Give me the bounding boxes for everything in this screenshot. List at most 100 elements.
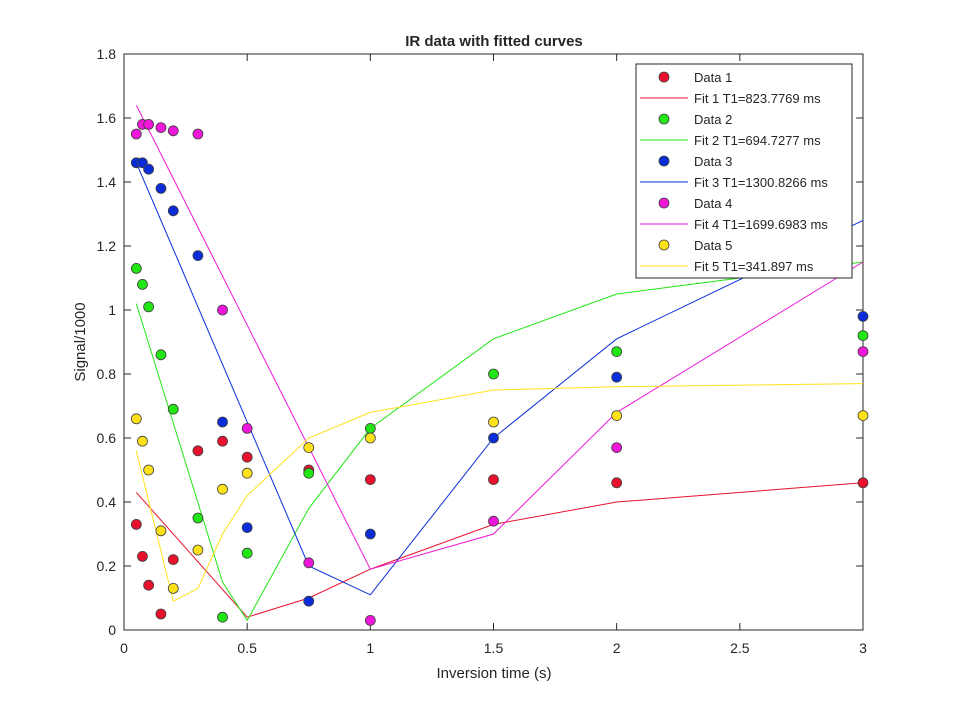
data-point xyxy=(155,608,167,620)
data-point xyxy=(857,330,869,342)
y-tick-label: 1.8 xyxy=(97,46,117,62)
chart-title: IR data with fitted curves xyxy=(405,33,583,50)
legend-marker-swatch xyxy=(658,197,670,209)
legend-entry-label: Fit 4 T1=1699.6983 ms xyxy=(694,217,828,232)
data-point xyxy=(364,432,376,444)
data-point xyxy=(143,163,155,175)
data-point xyxy=(303,467,315,479)
data-point xyxy=(130,262,142,274)
y-tick-label: 0.4 xyxy=(97,494,117,510)
legend-entry-label: Fit 5 T1=341.897 ms xyxy=(694,259,814,274)
data-point xyxy=(192,544,204,556)
data-point xyxy=(364,422,376,434)
data-point xyxy=(155,182,167,194)
legend-marker-swatch xyxy=(658,71,670,83)
legend-entry-label: Data 5 xyxy=(694,238,732,253)
y-tick-label: 1 xyxy=(108,302,116,318)
data-point xyxy=(488,432,499,444)
legend-marker-swatch xyxy=(658,113,670,125)
data-point xyxy=(857,410,869,422)
data-point xyxy=(611,371,623,383)
y-tick-label: 1.6 xyxy=(97,110,117,126)
data-point xyxy=(611,477,623,489)
data-point xyxy=(241,467,253,479)
data-point xyxy=(130,128,142,140)
data-point xyxy=(488,416,499,428)
legend-entry-label: Data 1 xyxy=(694,70,732,85)
data-points xyxy=(130,119,869,626)
data-point xyxy=(241,422,253,434)
data-point xyxy=(217,611,228,623)
legend-entry-label: Fit 1 T1=823.7769 ms xyxy=(694,91,821,106)
data-point xyxy=(192,250,204,262)
data-point xyxy=(611,346,623,358)
y-tick-label: 1.4 xyxy=(97,174,117,190)
data-point xyxy=(167,205,179,217)
x-tick-label: 1.5 xyxy=(484,640,504,656)
data-point xyxy=(303,595,315,607)
legend-entry-label: Data 4 xyxy=(694,196,732,211)
data-point xyxy=(857,477,869,489)
data-point xyxy=(303,442,315,454)
data-point xyxy=(143,119,155,130)
y-tick-label: 1.2 xyxy=(97,238,117,254)
y-tick-label: 0.2 xyxy=(97,558,117,574)
legend-marker-swatch xyxy=(658,239,670,251)
data-point xyxy=(241,522,253,533)
data-point xyxy=(143,579,155,591)
fit-line xyxy=(135,261,864,622)
y-axis-label: Signal/1000 xyxy=(72,302,89,381)
data-point xyxy=(192,512,204,524)
fit-line xyxy=(135,162,864,596)
data-point xyxy=(364,528,376,540)
data-point xyxy=(137,278,148,290)
data-point xyxy=(364,615,376,626)
data-point xyxy=(167,403,179,415)
data-point xyxy=(217,483,228,495)
data-point xyxy=(611,410,623,422)
data-point xyxy=(143,301,155,313)
data-point xyxy=(143,464,155,476)
legend-entry-label: Data 3 xyxy=(694,154,732,169)
data-point xyxy=(130,413,142,425)
legend-box xyxy=(635,63,853,279)
data-point xyxy=(611,442,623,454)
legend-entry-label: Fit 2 T1=694.7277 ms xyxy=(694,133,821,148)
x-tick-label: 1 xyxy=(366,640,374,656)
y-tick-label: 0.8 xyxy=(97,366,117,382)
fit-line xyxy=(135,104,864,570)
data-point xyxy=(137,551,148,562)
data-point xyxy=(857,346,869,358)
data-point xyxy=(217,416,228,428)
legend: Data 1 Fit 1 T1=823.7769 ms Data 2 Fit 2 T1… xyxy=(635,63,853,279)
data-point xyxy=(488,474,499,486)
data-point xyxy=(303,557,315,569)
x-tick-label: 0.5 xyxy=(237,640,257,656)
data-point xyxy=(130,519,142,530)
x-tick-label: 2.5 xyxy=(730,640,750,656)
data-point xyxy=(857,310,869,322)
data-point xyxy=(192,128,204,140)
legend-entry-label: Fit 3 T1=1300.8266 ms xyxy=(694,175,828,190)
data-point xyxy=(241,451,253,463)
data-point xyxy=(217,435,228,447)
x-tick-label: 2 xyxy=(613,640,621,656)
y-tick-label: 0.6 xyxy=(97,430,117,446)
data-point xyxy=(155,122,167,133)
data-point xyxy=(155,349,167,361)
x-tick-label: 0 xyxy=(120,640,128,656)
legend-entry-label: Data 2 xyxy=(694,112,732,127)
data-point xyxy=(364,474,376,486)
fit-lines xyxy=(135,104,864,622)
data-point xyxy=(167,554,179,565)
x-axis-label: Inversion time (s) xyxy=(436,665,551,682)
data-point xyxy=(155,525,167,537)
data-point xyxy=(217,304,228,316)
data-point xyxy=(167,125,179,137)
axis-ticks: 0 0.5 1 1.5 2 2.5 3 0 0.2 0.4 0.6 0.8 1 1.2 1.4 1.6 1.8 xyxy=(97,46,868,656)
fit-line xyxy=(135,383,864,602)
data-point xyxy=(488,368,499,380)
data-point xyxy=(137,435,148,447)
